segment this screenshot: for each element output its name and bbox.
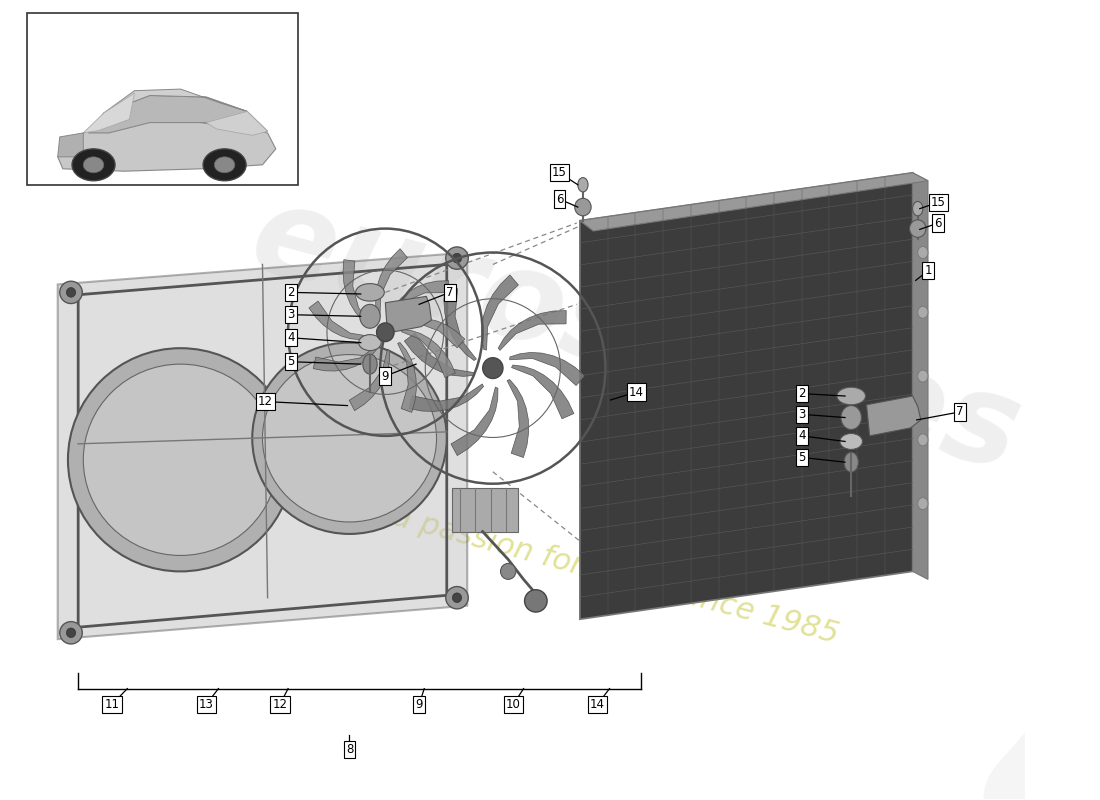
Text: 12: 12 (273, 698, 287, 711)
Text: 14: 14 (629, 386, 644, 398)
Ellipse shape (910, 220, 926, 238)
Ellipse shape (84, 157, 103, 173)
Text: eurospares: eurospares (239, 175, 1034, 497)
Text: 9: 9 (382, 370, 389, 382)
Polygon shape (509, 353, 585, 386)
Ellipse shape (68, 348, 294, 571)
Ellipse shape (359, 334, 382, 350)
Polygon shape (482, 275, 518, 350)
Polygon shape (443, 287, 476, 361)
Polygon shape (512, 365, 574, 418)
Text: 2: 2 (799, 387, 806, 400)
Polygon shape (309, 301, 370, 340)
Text: 12: 12 (258, 395, 273, 408)
Ellipse shape (837, 387, 866, 405)
Ellipse shape (913, 202, 923, 216)
Ellipse shape (59, 622, 82, 644)
Text: 6: 6 (935, 217, 942, 230)
Text: 14: 14 (590, 698, 605, 711)
Text: 7: 7 (447, 286, 453, 299)
Text: 2: 2 (287, 286, 295, 299)
Text: 3: 3 (799, 408, 805, 421)
Ellipse shape (483, 358, 503, 378)
Polygon shape (349, 350, 389, 410)
Text: 4: 4 (799, 430, 806, 442)
Ellipse shape (446, 247, 469, 270)
Ellipse shape (214, 157, 234, 173)
Polygon shape (343, 260, 371, 326)
Ellipse shape (66, 628, 76, 638)
Ellipse shape (525, 590, 547, 612)
Text: 10: 10 (506, 698, 520, 711)
Polygon shape (402, 330, 455, 378)
Text: 5: 5 (287, 355, 295, 368)
Polygon shape (397, 342, 416, 413)
Bar (452, 488, 518, 531)
Polygon shape (580, 173, 928, 231)
Bar (28, 14, 298, 185)
Ellipse shape (263, 354, 437, 522)
Ellipse shape (500, 563, 516, 579)
Ellipse shape (452, 254, 462, 263)
Text: 13: 13 (199, 698, 213, 711)
Text: 3: 3 (287, 308, 295, 321)
Text: 15: 15 (552, 166, 567, 179)
Ellipse shape (72, 149, 116, 181)
Text: 4: 4 (287, 331, 295, 344)
Ellipse shape (917, 498, 928, 510)
Polygon shape (390, 281, 449, 316)
Text: 11: 11 (104, 698, 120, 711)
Text: 5: 5 (799, 451, 805, 464)
Polygon shape (103, 89, 248, 113)
Polygon shape (314, 346, 377, 371)
Polygon shape (57, 133, 84, 157)
Ellipse shape (355, 284, 384, 301)
Polygon shape (57, 117, 276, 171)
Polygon shape (405, 334, 475, 376)
Ellipse shape (204, 149, 246, 181)
Ellipse shape (66, 287, 76, 297)
Ellipse shape (917, 246, 928, 258)
Ellipse shape (917, 306, 928, 318)
Text: 7: 7 (956, 406, 964, 418)
Polygon shape (88, 95, 267, 133)
Ellipse shape (840, 406, 861, 430)
Ellipse shape (252, 342, 447, 534)
Ellipse shape (360, 304, 381, 328)
Ellipse shape (452, 593, 462, 602)
Text: a passion for parts since 1985: a passion for parts since 1985 (389, 502, 843, 649)
Text: 15: 15 (931, 196, 946, 209)
Ellipse shape (917, 434, 928, 446)
Polygon shape (913, 173, 928, 579)
Ellipse shape (844, 452, 858, 472)
Polygon shape (507, 379, 529, 458)
Text: 1: 1 (924, 264, 932, 278)
Polygon shape (375, 249, 407, 316)
Ellipse shape (578, 178, 588, 192)
Ellipse shape (574, 198, 591, 216)
Polygon shape (385, 296, 431, 333)
Ellipse shape (917, 370, 928, 382)
Text: 8: 8 (345, 742, 353, 756)
Polygon shape (409, 384, 484, 411)
Polygon shape (399, 318, 465, 348)
Polygon shape (498, 310, 566, 350)
Ellipse shape (376, 323, 394, 342)
Ellipse shape (84, 364, 278, 555)
Polygon shape (84, 93, 134, 133)
Polygon shape (580, 173, 913, 619)
Polygon shape (867, 396, 921, 436)
Ellipse shape (840, 434, 862, 450)
Polygon shape (206, 111, 267, 135)
Ellipse shape (363, 354, 377, 374)
Text: 6: 6 (556, 193, 563, 206)
Ellipse shape (446, 586, 469, 609)
Polygon shape (451, 387, 498, 455)
Ellipse shape (59, 282, 82, 303)
Text: 9: 9 (416, 698, 422, 711)
Polygon shape (57, 253, 468, 639)
